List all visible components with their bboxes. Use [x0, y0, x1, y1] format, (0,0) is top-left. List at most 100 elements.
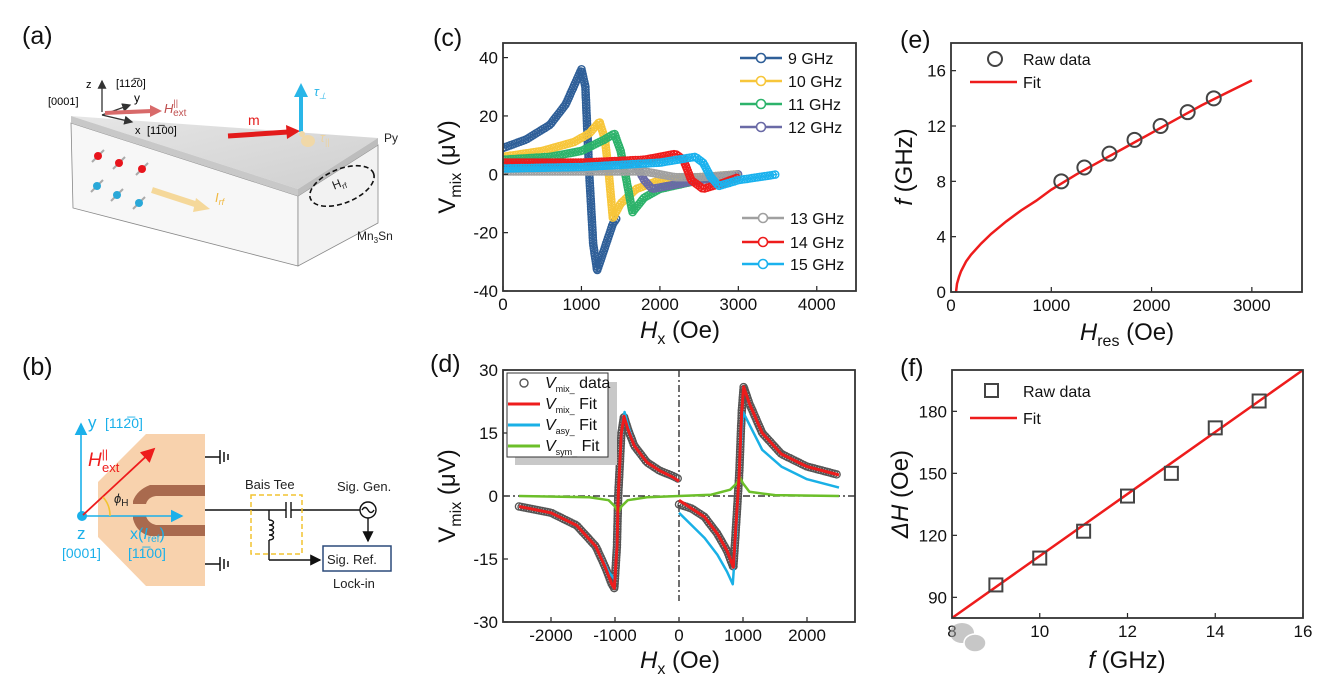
y-tick-label: 40 — [479, 49, 498, 68]
panel-label: (d) — [430, 350, 461, 378]
tau-perp-label: τ⊥ — [314, 84, 327, 101]
hext-sup: || — [102, 447, 108, 461]
hext-main: H — [164, 101, 174, 116]
y-tick-label: 12 — [927, 117, 946, 136]
mn: Mn — [357, 229, 374, 243]
magnetization-arrow: m — [227, 112, 300, 139]
data-point — [770, 170, 780, 179]
phi-main: ϕ — [114, 491, 121, 506]
x-sub: ref — [148, 534, 160, 545]
ground-symbol-bottom — [205, 557, 229, 571]
bias-tee-box — [250, 494, 303, 555]
axis-x-label: x — [135, 125, 141, 137]
data-point — [1126, 131, 1143, 148]
axis-z-label-b: z — [77, 524, 86, 543]
x-axis-label-unit: (Oe) — [665, 317, 720, 344]
data-point — [1101, 145, 1118, 162]
legend-marker — [757, 212, 769, 224]
sig-gen-label: Sig. Gen. — [337, 479, 391, 494]
data-point — [559, 102, 569, 112]
data-point — [1076, 159, 1093, 176]
dir-x-label-b: [11̅00] — [128, 545, 166, 561]
y-axis-label: Vmix (μV) — [434, 120, 465, 213]
legend-rest: Fit — [575, 417, 598, 434]
y-tick-label: -20 — [473, 224, 498, 243]
legend-rest: Fit — [575, 396, 598, 413]
irf-label: Irf — [215, 190, 226, 207]
data-point — [1251, 393, 1267, 409]
tau-par-label: τ|| — [320, 130, 330, 147]
legend-label: Vasy_ Fit — [545, 417, 597, 436]
hext-sup: || — [173, 98, 178, 108]
fit-line — [954, 79, 1253, 292]
y-axis-label-unit: (μV) — [434, 120, 461, 173]
x-tick-label: 16 — [1294, 622, 1313, 641]
py-label: Py — [384, 131, 398, 145]
legend-label: 15 GHz — [790, 257, 844, 274]
x-tick-label: 1000 — [724, 626, 762, 645]
panel-label: (e) — [900, 26, 931, 54]
ground-symbol-top — [205, 450, 229, 464]
rf-current-arrow: Irf — [151, 187, 226, 212]
y-axis-label-main: V — [434, 198, 461, 214]
x-axis-label: f (GHz) — [1088, 647, 1165, 674]
spin-accumulation — [90, 149, 149, 210]
fit-line — [678, 410, 840, 586]
plot-frame — [502, 42, 857, 292]
wechat-icon — [950, 623, 987, 653]
data-point — [1076, 523, 1092, 539]
legend-marker — [755, 52, 767, 64]
legend-main: V — [545, 396, 557, 413]
fit-line — [952, 370, 1303, 618]
y-axis-label: Vmix (μV) — [434, 449, 465, 542]
legend-label: 12 GHz — [788, 120, 842, 137]
panel-label-a: (a) — [22, 22, 53, 50]
y-tick-label: 0 — [489, 165, 498, 184]
x-tick-label: 2000 — [788, 626, 826, 645]
axis-y-label-b: y — [88, 413, 97, 432]
x-tick-label: 2000 — [1133, 296, 1171, 315]
y-tick-label: 8 — [937, 172, 946, 191]
data-point — [695, 509, 705, 519]
y-axis-label: f (GHz) — [891, 128, 918, 205]
data-point — [691, 506, 701, 516]
plot-area — [503, 65, 780, 275]
plot-frame — [502, 369, 856, 623]
plot-area — [503, 370, 855, 601]
legend-label: 10 GHz — [788, 74, 842, 91]
y-tick-label: 16 — [927, 62, 946, 81]
bias-tee-label: Bais Tee — [245, 477, 295, 492]
phi-sub: H — [121, 498, 128, 509]
data-point — [1120, 488, 1135, 504]
data-point — [711, 527, 720, 536]
dir-z-label-b: [0001] — [62, 545, 101, 561]
legend-label: 14 GHz — [790, 235, 844, 252]
x-tick-label: -1000 — [593, 626, 636, 645]
x-tick-label: 0 — [674, 626, 683, 645]
y-axis-label-main: V — [434, 527, 461, 543]
data-point — [1152, 118, 1169, 134]
x-tick-label: 1000 — [563, 295, 601, 314]
irf-main: I — [215, 190, 219, 205]
y-tick-label: 0 — [489, 487, 498, 506]
data-point — [652, 464, 661, 473]
dir-x-label: [11̅00] — [147, 125, 177, 137]
y-tick-label: -40 — [473, 282, 498, 301]
lock-in-label: Lock-in — [333, 576, 375, 591]
legend-label: Vmix_ data — [545, 375, 610, 394]
chart-d: (d) -2000 -1000 0 1000 2000 -30 -15 0 15 30 Hx (Oe)… — [430, 350, 856, 678]
legend-label: 11 GHz — [788, 97, 841, 114]
hrf-sub: rf — [341, 181, 350, 191]
y-tick-label: 180 — [919, 402, 947, 421]
x-axis-label-sub: res — [1097, 333, 1119, 350]
legend-label: 13 GHz — [790, 211, 844, 228]
torque-arrows: τ⊥ τ|| — [294, 83, 330, 147]
hext-sub: ext — [173, 108, 187, 119]
chart-e: (e) 0 1000 2000 3000 0 4 8 12 16 Hres (Oe) f (GHz) R… — [891, 26, 1303, 350]
plot-frame — [951, 369, 1304, 619]
mn-sub: 3 — [374, 236, 379, 245]
x-tick-label: 0 — [498, 295, 507, 314]
legend-marker — [755, 98, 767, 110]
y-tick-label: 4 — [937, 228, 946, 247]
panel-b-measurement-setup: (b) y [112̅0] H|| ext ϕH z x(Iref) [0001]… — [22, 353, 392, 591]
